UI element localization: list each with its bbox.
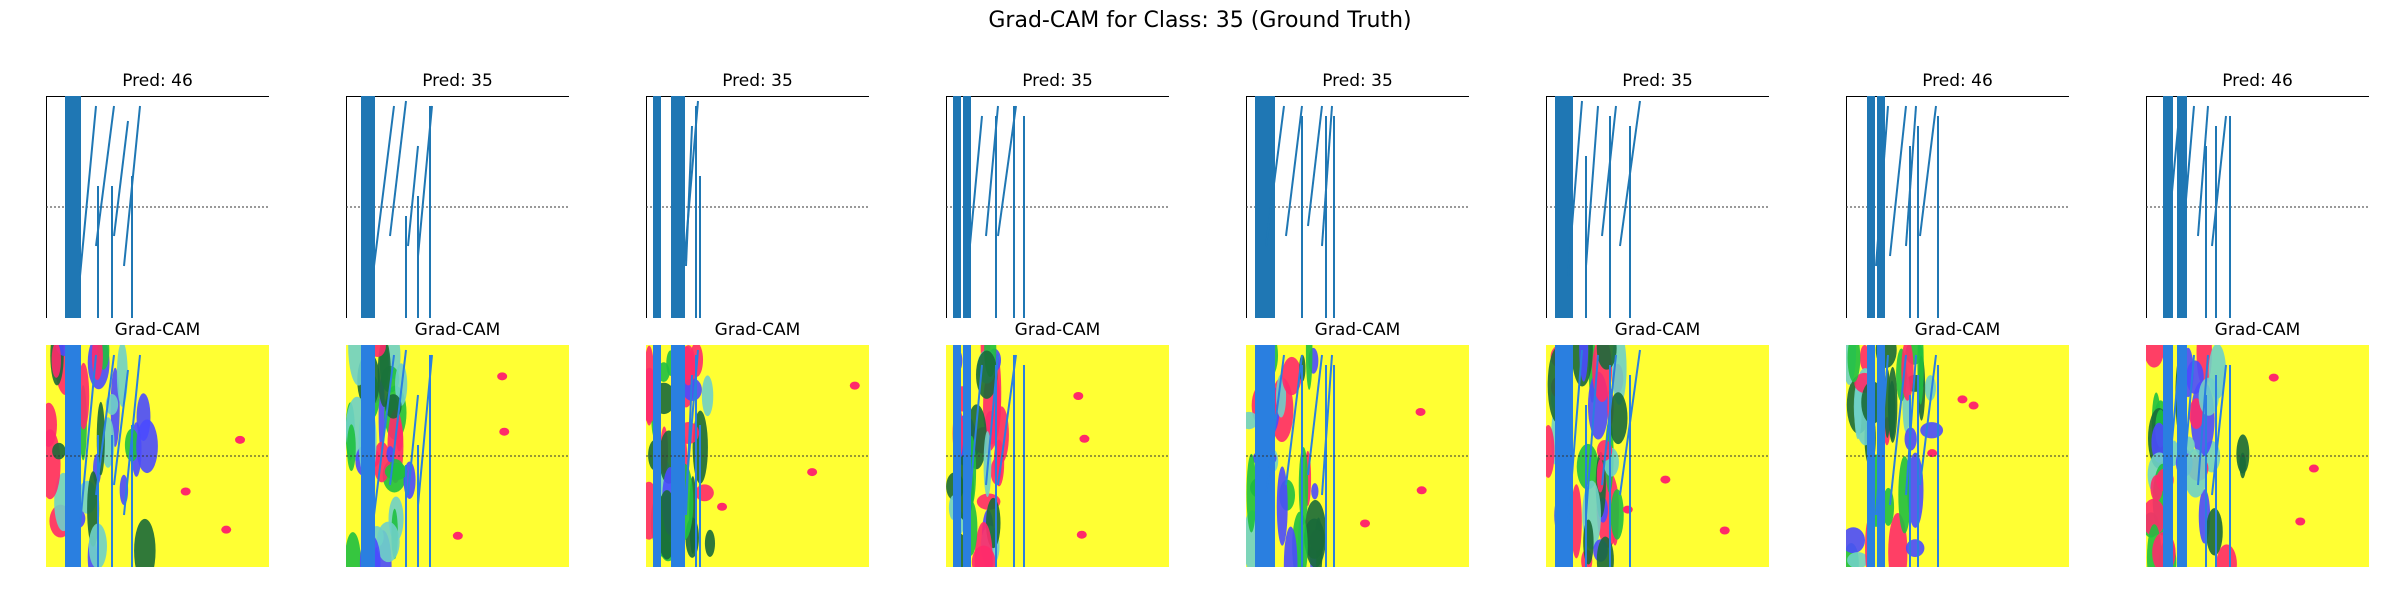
signal-trace [361,96,433,318]
gradcam-panel-title: Grad-CAM [114,320,201,340]
signal-panel-title: Pred: 35 [722,71,793,91]
signal-trace [2163,96,2231,318]
gradcam-panel [1546,345,1769,567]
heatmap-activation [46,345,246,567]
gradcam-panel [346,345,569,567]
signal-panel-title: Pred: 46 [2222,71,2293,91]
signal-panel [2146,96,2369,318]
signal-trace [653,96,701,318]
signal-panel [1246,96,1469,318]
signal-panel-title: Pred: 35 [422,71,493,91]
signal-panel [1546,96,1769,318]
gradcam-panel-title: Grad-CAM [1914,320,2001,340]
gradcam-panel-title: Grad-CAM [1314,320,1401,340]
figure-title: Grad-CAM for Class: 35 (Ground Truth) [988,8,1412,33]
gradcam-panel-title: Grad-CAM [2214,320,2301,340]
signal-panel [46,96,269,318]
signal-panel-title: Pred: 46 [1922,71,1993,91]
signal-trace [1867,96,1939,318]
gradcam-panel [2146,345,2369,567]
signal-trace [953,96,1025,318]
signal-trace [1255,96,1335,318]
gradcam-panel-title: Grad-CAM [1614,320,1701,340]
gradcam-panel-title: Grad-CAM [414,320,501,340]
gradcam-panel [46,345,269,567]
signal-panel [1846,96,2069,318]
signal-panel-title: Pred: 46 [122,71,193,91]
signal-panel-title: Pred: 35 [1022,71,1093,91]
heatmap-activation [1546,345,1730,567]
signal-trace [65,96,141,318]
gradcam-panel [1246,345,1469,567]
gradcam-panel-title: Grad-CAM [714,320,801,340]
signal-panel [646,96,869,318]
signal-panel-title: Pred: 35 [1622,71,1693,91]
signal-panel [346,96,569,318]
signal-panel [946,96,1169,318]
gradcam-panel-title: Grad-CAM [1014,320,1101,340]
gradcam-panel [646,345,869,567]
signal-trace [1555,96,1641,318]
gradcam-panel [946,345,1169,567]
signal-panel-title: Pred: 35 [1322,71,1393,91]
gradcam-panel [1846,345,2069,567]
